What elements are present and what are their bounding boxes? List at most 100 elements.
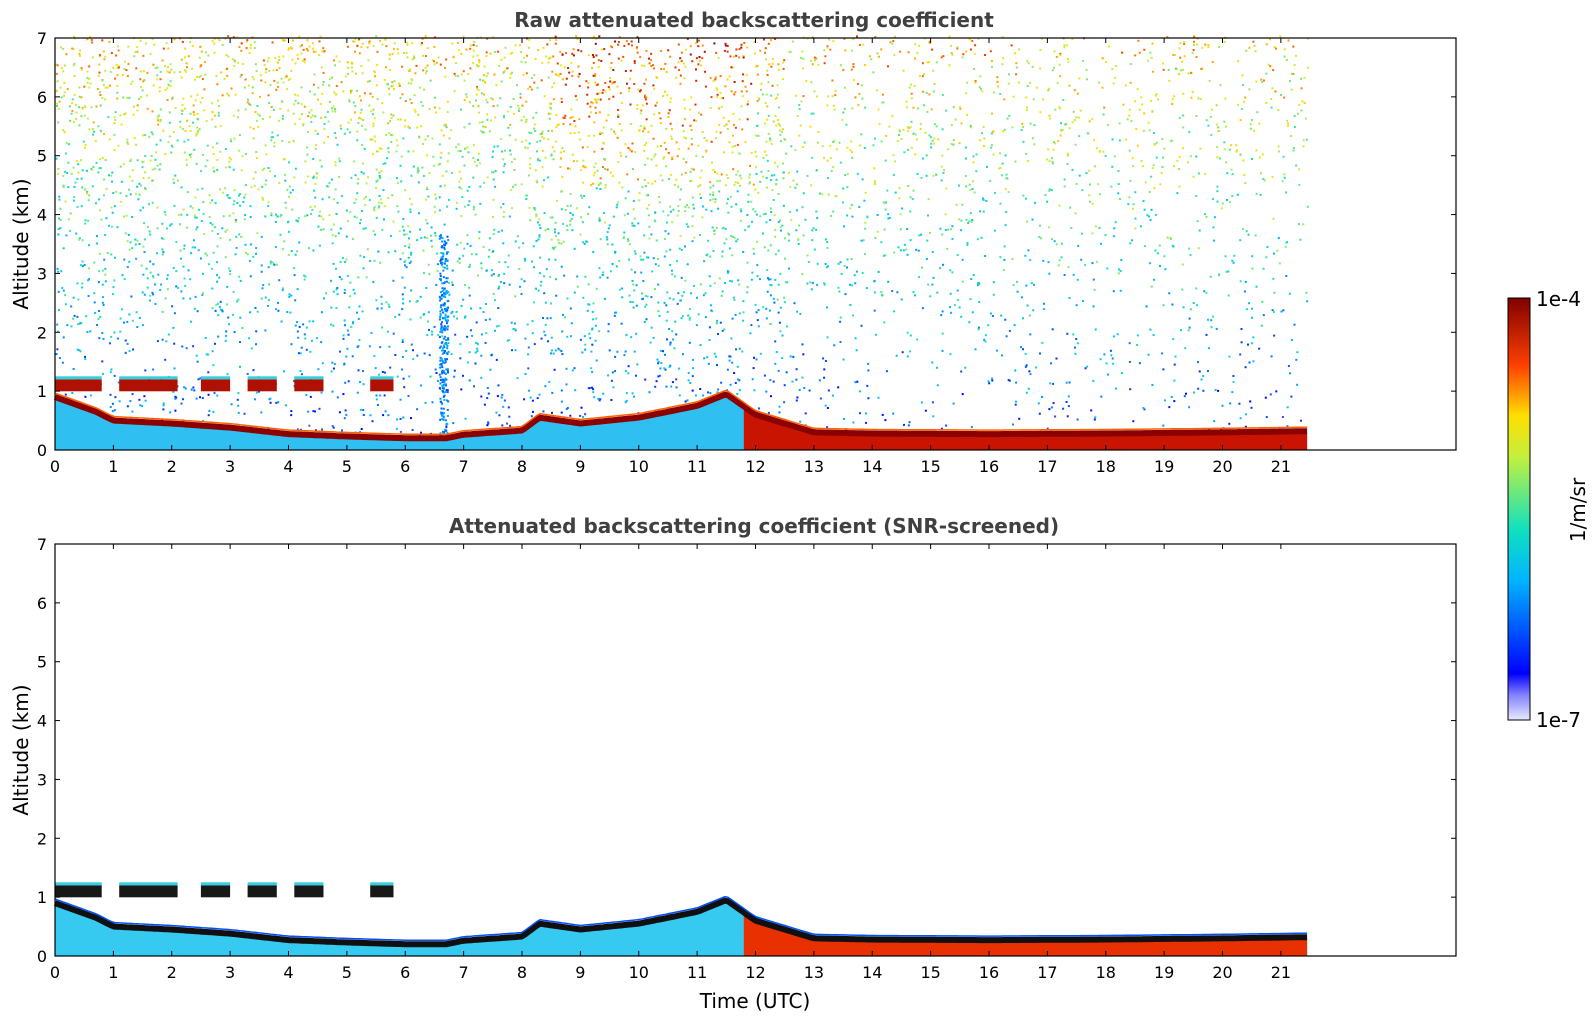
noise-pixel <box>688 316 691 319</box>
noise-pixel <box>520 293 523 295</box>
noise-pixel <box>576 275 579 278</box>
noise-pixel <box>303 215 306 218</box>
noise-pixel <box>652 84 655 87</box>
noise-pixel <box>106 251 109 254</box>
noise-pixel <box>609 171 612 174</box>
noise-pixel <box>1239 417 1242 420</box>
noise-pixel <box>251 86 254 89</box>
noise-pixel <box>173 204 176 207</box>
noise-pixel <box>894 160 897 163</box>
noise-pixel <box>394 250 397 253</box>
noise-pixel <box>637 178 639 181</box>
noise-pixel <box>1154 249 1157 252</box>
noise-pixel <box>112 192 115 194</box>
noise-pixel <box>240 235 243 238</box>
noise-pixel <box>64 170 66 173</box>
noise-pixel <box>1292 73 1295 75</box>
noise-pixel <box>918 74 921 77</box>
noise-pixel <box>354 174 357 177</box>
noise-pixel <box>468 185 471 188</box>
noise-pixel <box>901 207 904 210</box>
noise-pixel <box>57 228 60 230</box>
noise-pixel <box>718 124 720 127</box>
noise-pixel <box>243 218 246 221</box>
noise-pixel <box>1052 148 1055 151</box>
noise-pixel <box>777 122 780 125</box>
noise-pixel <box>958 306 961 309</box>
noise-pixel <box>595 37 598 40</box>
noise-pixel <box>497 275 500 277</box>
noise-pixel <box>1203 213 1206 216</box>
noise-pixel <box>406 43 409 46</box>
noise-pixel <box>697 45 700 48</box>
noise-pixel <box>73 35 75 38</box>
noise-pixel <box>698 234 701 236</box>
noise-pixel <box>849 304 852 306</box>
noise-pixel <box>333 91 336 94</box>
noise-pixel <box>921 266 923 269</box>
noise-pixel <box>895 354 898 357</box>
noise-pixel <box>523 398 526 401</box>
noise-pixel <box>387 151 390 154</box>
noise-pixel <box>592 318 595 321</box>
noise-pixel <box>459 241 462 244</box>
noise-pixel <box>615 206 618 209</box>
noise-pixel <box>207 353 210 356</box>
noise-pixel <box>312 175 315 178</box>
noise-pixel <box>158 114 161 117</box>
noise-pixel <box>472 49 475 52</box>
noise-pixel <box>259 95 261 98</box>
noise-pixel <box>755 311 758 314</box>
noise-pixel <box>267 205 270 207</box>
noise-pixel <box>302 323 305 326</box>
noise-pixel <box>665 148 668 151</box>
noise-pixel <box>349 281 352 284</box>
noise-pixel <box>565 367 568 370</box>
noise-pixel <box>864 253 866 255</box>
noise-pixel <box>492 292 495 295</box>
noise-pixel <box>462 374 464 377</box>
noise-pixel <box>692 358 694 361</box>
noise-pixel <box>422 175 425 177</box>
noise-pixel <box>1007 73 1010 76</box>
noise-pixel <box>798 108 801 111</box>
noise-pixel <box>352 288 355 291</box>
noise-pixel <box>675 386 678 389</box>
noise-pixel <box>965 50 968 53</box>
noise-pixel <box>1261 80 1264 83</box>
noise-pixel <box>1028 314 1031 317</box>
noise-pixel <box>251 76 254 78</box>
noise-pixel <box>607 113 610 116</box>
noise-pixel <box>924 131 927 134</box>
noise-pixel <box>438 196 441 199</box>
noise-pixel <box>1172 53 1175 56</box>
noise-pixel <box>395 150 398 153</box>
noise-pixel <box>189 278 192 281</box>
noise-pixel <box>452 422 455 425</box>
noise-pixel <box>1053 240 1056 243</box>
noise-pixel <box>64 152 67 155</box>
noise-pixel <box>451 283 454 286</box>
noise-pixel <box>120 123 123 126</box>
noise-pixel <box>736 143 739 146</box>
noise-pixel <box>1189 254 1192 257</box>
noise-pixel <box>278 67 281 69</box>
noise-pixel <box>478 61 481 64</box>
noise-pixel <box>269 401 272 404</box>
noise-pixel <box>72 368 75 370</box>
noise-pixel <box>253 184 256 187</box>
noise-pixel <box>887 217 890 220</box>
noise-pixel <box>331 425 334 428</box>
noise-pixel <box>1121 372 1123 375</box>
noise-pixel <box>670 138 673 140</box>
noise-pixel <box>255 391 258 394</box>
noise-pixel <box>594 106 597 109</box>
noise-pixel <box>212 153 215 155</box>
noise-pixel <box>1248 302 1250 305</box>
noise-pixel <box>1002 130 1005 133</box>
noise-pixel <box>101 269 104 272</box>
noise-pixel <box>1227 294 1230 297</box>
noise-pixel <box>211 350 214 353</box>
noise-pixel <box>601 147 604 150</box>
noise-pixel <box>114 119 117 121</box>
